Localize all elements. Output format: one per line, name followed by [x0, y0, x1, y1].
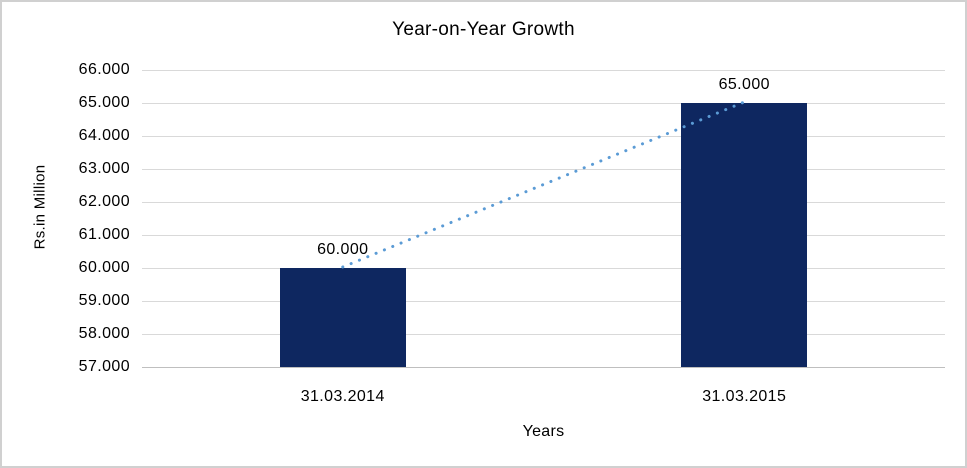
data-label: 60.000 [317, 241, 369, 258]
gridline [142, 268, 945, 269]
y-tick-label: 59.000 [78, 292, 130, 309]
trendline [341, 100, 746, 269]
y-tick-label: 57.000 [78, 358, 130, 375]
y-tick-label: 60.000 [78, 259, 130, 276]
gridline [142, 136, 945, 137]
gridline [142, 334, 945, 335]
x-axis-line [142, 367, 945, 368]
y-tick-label: 61.000 [78, 226, 130, 243]
x-category-label: 31.03.2014 [300, 388, 385, 405]
bar-31.03.2014 [279, 268, 406, 367]
bar-31.03.2015 [681, 103, 808, 367]
plot-area: 60.000 31.03.2014 65.000 31.03.2015 [142, 70, 945, 405]
gridline [142, 301, 945, 302]
gridline [142, 169, 945, 170]
y-tick-label: 66.000 [78, 61, 130, 78]
gridline [142, 70, 945, 71]
x-axis-title: Years [522, 423, 565, 440]
gridline [142, 103, 945, 104]
y-tick-label: 58.000 [78, 325, 130, 342]
gridline [142, 202, 945, 203]
data-label: 65.000 [718, 76, 770, 93]
gridline [142, 235, 945, 236]
y-tick-label: 62.000 [78, 193, 130, 210]
y-tick-label: 64.000 [78, 127, 130, 144]
y-tick-label: 65.000 [78, 94, 130, 111]
y-tick-label: 63.000 [78, 160, 130, 177]
chart-title: Year-on-Year Growth [392, 19, 575, 40]
x-category-label: 31.03.2015 [702, 388, 787, 405]
